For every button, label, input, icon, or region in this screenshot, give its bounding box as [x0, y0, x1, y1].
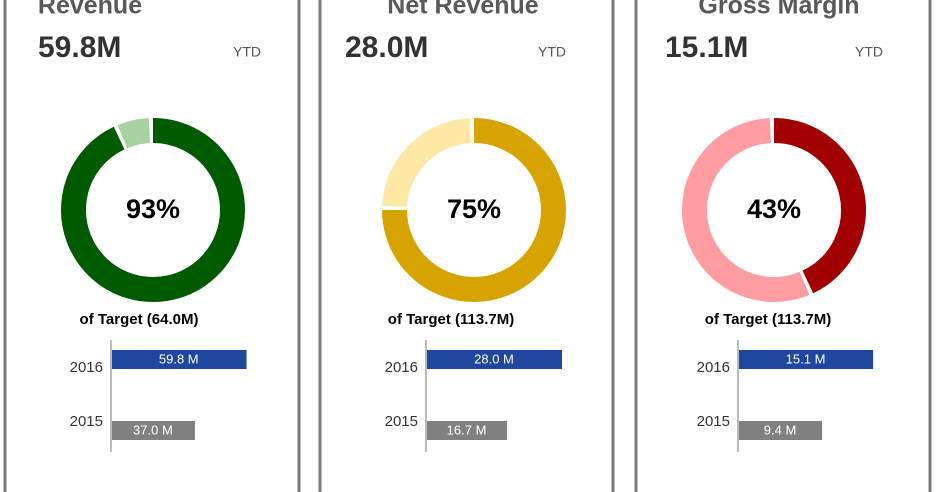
donut-percent: 75%	[447, 194, 501, 224]
bar	[426, 421, 508, 440]
kpi-period: YTD	[233, 44, 261, 60]
donut-remainder	[117, 118, 151, 149]
donut-value-arc	[61, 118, 245, 302]
y-tick-label: 2015	[697, 413, 730, 430]
y-tick-label: 2016	[70, 359, 103, 376]
bar-value-label: 16.7 M	[447, 422, 487, 437]
bar-value-label: 59.8 M	[159, 351, 199, 366]
target-label: of Target (64.0M)	[80, 311, 199, 328]
y-tick-label: 2015	[385, 413, 418, 430]
bar-value-label: 37.0 M	[133, 422, 173, 437]
bar	[738, 350, 874, 369]
bar-value-label: 9.4 M	[764, 422, 797, 437]
y-tick-label: 2016	[385, 359, 418, 376]
bar	[111, 421, 195, 440]
kpi-period: YTD	[855, 44, 883, 60]
donut-value-arc	[382, 118, 566, 302]
bar	[111, 350, 247, 369]
y-tick-label: 2016	[697, 359, 730, 376]
kpi-value: 15.1M	[665, 31, 748, 64]
donut-value-arc	[773, 118, 866, 294]
kpi-value: 59.8M	[38, 31, 121, 64]
donut-remainder	[382, 118, 472, 208]
bar	[738, 421, 823, 440]
y-tick-label: 2015	[70, 413, 103, 430]
card-title: Revenue	[38, 0, 142, 20]
donut-percent: 43%	[747, 194, 801, 224]
bar-value-label: 28.0 M	[474, 351, 514, 366]
bar-value-label: 15.1 M	[786, 351, 826, 366]
card-title: Gross Margin	[698, 0, 859, 20]
donut-percent: 93%	[126, 194, 180, 224]
target-label: of Target (113.7M)	[388, 311, 514, 328]
card-borders	[3, 0, 932, 492]
donut-remainder	[682, 118, 810, 302]
kpi-value: 28.0M	[345, 31, 428, 64]
target-label: of Target (113.7M)	[705, 311, 831, 328]
kpi-period: YTD	[538, 44, 566, 60]
card-title: Net Revenue	[387, 0, 539, 20]
bar	[426, 350, 562, 369]
